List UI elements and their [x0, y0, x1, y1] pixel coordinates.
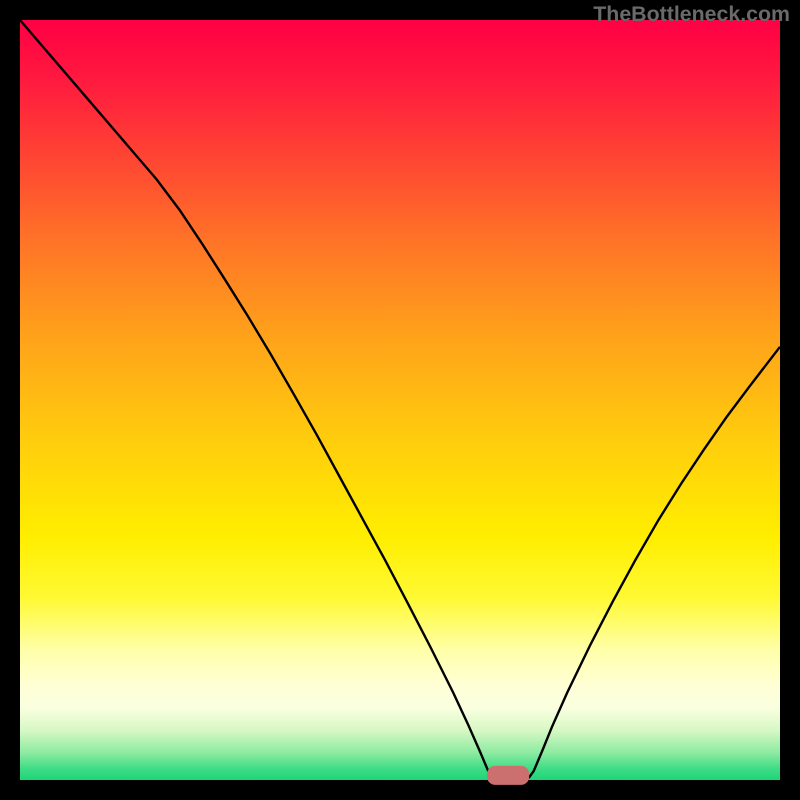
bottleneck-curve: [20, 20, 780, 780]
optimum-marker: [487, 766, 529, 784]
attribution-text: TheBottleneck.com: [593, 2, 790, 27]
chart-frame: TheBottleneck.com: [0, 0, 800, 800]
plot-area: [20, 20, 780, 780]
